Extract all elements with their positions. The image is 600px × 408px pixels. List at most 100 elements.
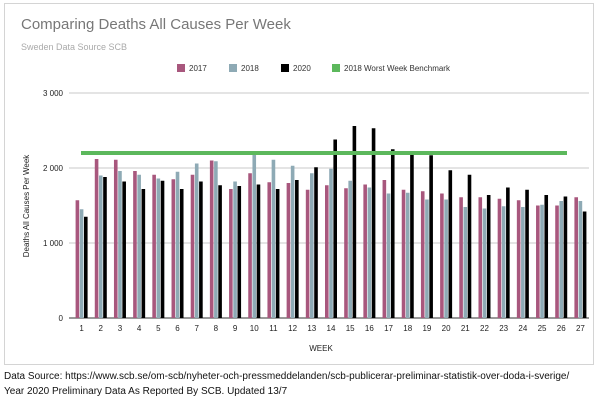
bar-2017-week-10 xyxy=(248,173,252,318)
bar-2020-week-18 xyxy=(410,152,414,318)
bar-2020-week-26 xyxy=(563,196,568,318)
x-tick-label: 17 xyxy=(384,324,393,333)
x-tick-label: 9 xyxy=(233,324,238,333)
bar-2020-week-20 xyxy=(448,170,453,318)
bar-2017-week-13 xyxy=(305,189,310,318)
bar-2020-week-23 xyxy=(506,187,510,318)
bar-2020-week-19 xyxy=(429,155,433,318)
x-tick-label: 23 xyxy=(499,324,508,333)
y-tick-labels: 0 1 000 2 000 3 000 xyxy=(43,89,64,323)
bar-2017-week-12 xyxy=(286,183,291,318)
bar-2017-week-24 xyxy=(516,200,521,318)
x-tick-label: 24 xyxy=(518,324,527,333)
bar-2020-week-6 xyxy=(179,189,184,318)
bar-2020-week-10 xyxy=(256,184,261,318)
bar-2018-week-24 xyxy=(521,207,525,318)
chart-title: Comparing Deaths All Causes Per Week xyxy=(21,16,291,33)
bar-2017-week-2 xyxy=(94,159,99,318)
bar-2020-week-5 xyxy=(160,180,165,318)
x-tick-label: 13 xyxy=(307,324,316,333)
bar-2018-week-9 xyxy=(233,181,237,318)
x-tick-label: 8 xyxy=(214,324,219,333)
bar-2020-week-27 xyxy=(582,211,587,318)
bar-2017-week-17 xyxy=(382,180,387,318)
bar-2017-week-5 xyxy=(152,174,156,318)
x-tick-label: 6 xyxy=(175,324,180,333)
bar-2020-week-7 xyxy=(199,181,203,318)
bar-2018-week-10 xyxy=(252,153,257,318)
x-tick-label: 10 xyxy=(250,324,259,333)
legend-swatch xyxy=(332,64,340,72)
bar-2017-week-14 xyxy=(325,185,329,318)
bar-2018-week-16 xyxy=(367,187,372,318)
chart-card: Comparing Deaths All Causes Per Week Swe… xyxy=(4,3,594,365)
bar-2018-week-7 xyxy=(194,163,199,318)
bar-2018-week-23 xyxy=(501,206,506,318)
x-tick-labels: 1 2 3 4 5 6 7 8 9 10 11 12 13 14 15 16 17 18 19 20 21 22 23 24 2… xyxy=(79,324,585,333)
x-tick-label: 21 xyxy=(461,324,470,333)
gridlines xyxy=(69,92,589,319)
bar-2017-week-15 xyxy=(344,188,348,318)
footer: Data Source: https://www.scb.se/om-scb/n… xyxy=(4,369,598,399)
bar-2020-week-1 xyxy=(83,216,88,318)
bar-2020-week-24 xyxy=(525,189,529,318)
chart-svg: Comparing Deaths All Causes Per Week Swe… xyxy=(21,16,589,353)
legend-label: 2020 xyxy=(293,64,311,73)
bar-2020-week-12 xyxy=(295,180,299,318)
bar-2020-week-9 xyxy=(237,186,242,318)
y-tick-label: 3 000 xyxy=(43,89,64,98)
bar-2020-week-16 xyxy=(371,128,376,318)
bar-2020-week-15 xyxy=(352,126,357,318)
bar-2017-week-16 xyxy=(363,184,367,318)
bar-2020-week-2 xyxy=(103,177,107,318)
x-tick-label: 2 xyxy=(99,324,104,333)
legend: 2017 2018 2020 2018 Worst Week Benchmark xyxy=(177,64,451,73)
x-tick-label: 4 xyxy=(137,324,142,333)
bar-2018-week-21 xyxy=(463,207,468,318)
bar-2020-week-25 xyxy=(544,195,549,318)
x-tick-label: 19 xyxy=(422,324,431,333)
bar-2017-week-18 xyxy=(401,189,406,318)
bar-2017-week-7 xyxy=(190,174,195,318)
x-tick-label: 12 xyxy=(288,324,297,333)
bar-2018-week-27 xyxy=(578,201,583,318)
bar-2018-week-25 xyxy=(540,204,544,318)
bar-2017-week-6 xyxy=(171,179,176,318)
bars xyxy=(75,126,587,318)
x-tick-label: 27 xyxy=(576,324,585,333)
legend-label: 2018 xyxy=(241,64,259,73)
x-tick-label: 3 xyxy=(118,324,123,333)
bar-2020-week-13 xyxy=(314,167,318,318)
bar-2018-week-18 xyxy=(405,192,410,318)
y-tick-label: 2 000 xyxy=(43,164,64,173)
bar-2018-week-15 xyxy=(348,180,352,318)
x-tick-label: 25 xyxy=(538,324,547,333)
chart-subtitle: Sweden Data Source SCB xyxy=(21,42,127,52)
bar-2017-week-27 xyxy=(574,197,579,318)
bar-2018-week-20 xyxy=(444,199,448,318)
x-tick-label: 5 xyxy=(156,324,161,333)
bar-2018-week-4 xyxy=(137,174,141,318)
bar-2017-week-4 xyxy=(133,171,137,318)
bar-2018-week-2 xyxy=(98,175,103,318)
bar-2020-week-17 xyxy=(390,149,395,318)
bar-2017-week-9 xyxy=(229,189,233,318)
bar-2017-week-22 xyxy=(478,197,483,318)
bar-2018-week-17 xyxy=(386,193,391,318)
x-tick-label: 7 xyxy=(194,324,199,333)
y-tick-label: 0 xyxy=(59,314,64,323)
x-tick-label: 15 xyxy=(346,324,355,333)
bar-2020-week-14 xyxy=(333,139,337,318)
x-tick-label: 20 xyxy=(442,324,451,333)
x-axis-title: WEEK xyxy=(309,344,333,353)
bar-2018-week-12 xyxy=(290,165,295,318)
bar-2018-week-5 xyxy=(156,178,161,318)
bar-2017-week-3 xyxy=(113,159,118,318)
bar-2018-week-11 xyxy=(271,159,276,318)
legend-swatch xyxy=(177,64,185,72)
footer-source-line: Data Source: https://www.scb.se/om-scb/n… xyxy=(4,371,570,382)
bar-2018-week-3 xyxy=(118,171,122,318)
bar-2020-week-21 xyxy=(467,174,472,318)
bar-2020-week-4 xyxy=(141,189,146,318)
x-tick-label: 11 xyxy=(269,324,278,333)
